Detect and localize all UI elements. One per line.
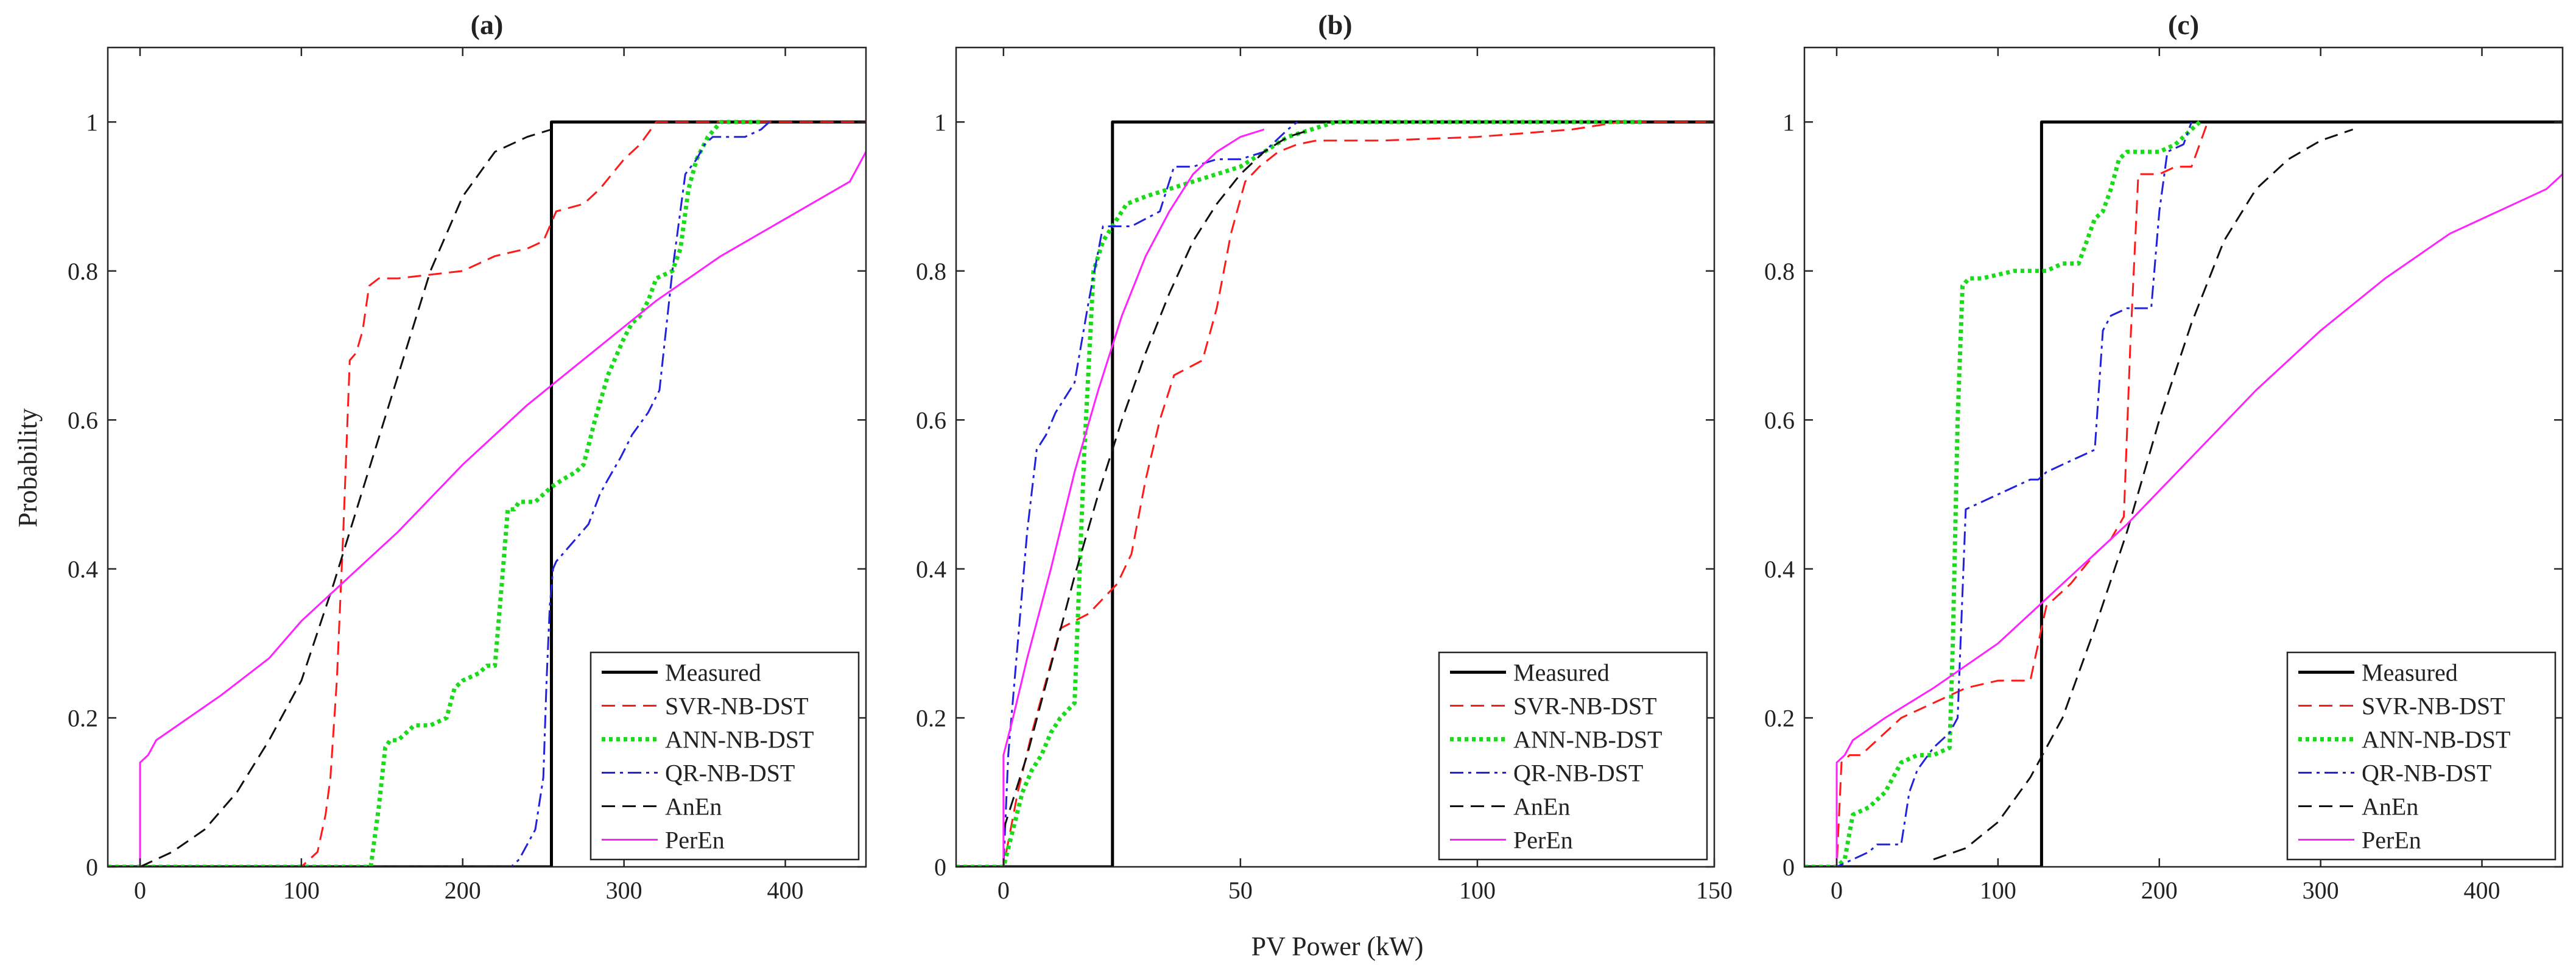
series-line-qr-nb-dst bbox=[956, 121, 1298, 867]
legend-entry-ann-nb-dst: ANN-NB-DST bbox=[665, 726, 814, 754]
legend-entry-anen: AnEn bbox=[665, 793, 722, 821]
x-tick-label: 100 bbox=[1459, 877, 1496, 904]
series-line-qr-nb-dst bbox=[108, 121, 770, 867]
panel-title: (c) bbox=[2168, 9, 2199, 40]
panel-title: (b) bbox=[1318, 9, 1352, 40]
y-tick-label: 0.6 bbox=[1764, 406, 1795, 434]
y-tick-label: 0.4 bbox=[916, 556, 946, 583]
legend-entry-peren: PerEn bbox=[2362, 827, 2421, 854]
x-tick-label: 150 bbox=[1696, 877, 1733, 904]
x-tick-label: 200 bbox=[2141, 877, 2178, 904]
series-group bbox=[1804, 120, 2563, 867]
series-line-anen bbox=[1933, 129, 2354, 861]
y-tick-label: 0.2 bbox=[68, 704, 98, 732]
legend-entry-anen: AnEn bbox=[1513, 793, 1570, 821]
series-line-anen bbox=[139, 129, 552, 867]
x-tick-label: 0 bbox=[1831, 877, 1843, 904]
x-tick-label: 300 bbox=[606, 877, 642, 904]
legend: Measured SVR-NB-DST ANN-NB-DST QR-NB-DST AnE… bbox=[1438, 651, 1708, 861]
x-tick-label: 400 bbox=[767, 877, 804, 904]
y-axis-label: Probability bbox=[13, 408, 43, 528]
y-tick-label: 0.2 bbox=[916, 704, 946, 732]
legend-entry-ann-nb-dst: ANN-NB-DST bbox=[2362, 726, 2510, 754]
series-line-svr-nb-dst bbox=[108, 121, 866, 867]
legend-box bbox=[589, 651, 860, 861]
y-tick-label: 1 bbox=[1782, 108, 1795, 136]
legend: Measured SVR-NB-DST ANN-NB-DST QR-NB-DST AnE… bbox=[589, 651, 860, 861]
series-line-svr-nb-dst bbox=[1804, 121, 2209, 867]
x-axis-label: PV Power (kW) bbox=[1251, 931, 1424, 961]
y-tick-label: 0.4 bbox=[1764, 556, 1795, 583]
legend-entry-peren: PerEn bbox=[1513, 827, 1573, 854]
y-tick-label: 1 bbox=[86, 108, 98, 136]
series-line-anen bbox=[1002, 129, 1312, 830]
x-tick-label: 200 bbox=[445, 877, 481, 904]
x-tick-label: 100 bbox=[1980, 877, 2016, 904]
legend-entry-qr-nb-dst: QR-NB-DST bbox=[665, 760, 795, 787]
y-tick-label: 0 bbox=[86, 853, 98, 881]
axes-frame bbox=[107, 46, 867, 868]
y-tick-label: 0.8 bbox=[68, 258, 98, 285]
y-tick-label: 0.2 bbox=[1764, 704, 1795, 732]
chart-panel-2: 0 50 100 150 0 0.2 0.4 0.6 0.8 1 (b) Measured SVR-NB… bbox=[916, 9, 1733, 904]
legend-entry-measured: Measured bbox=[1513, 659, 1610, 687]
series-line-peren bbox=[139, 151, 866, 867]
x-tick-label: 300 bbox=[2303, 877, 2339, 904]
series-line-ann-nb-dst bbox=[956, 119, 1644, 867]
legend-box bbox=[2286, 651, 2557, 861]
axes-frame bbox=[955, 46, 1716, 868]
x-tick-label: 0 bbox=[998, 877, 1010, 904]
y-tick-label: 0.6 bbox=[68, 406, 98, 434]
x-tick-label: 400 bbox=[2464, 877, 2500, 904]
x-tick-label: 100 bbox=[283, 877, 320, 904]
series-group bbox=[956, 119, 1714, 867]
legend-box bbox=[1438, 651, 1708, 861]
series-line-measured bbox=[1804, 120, 2563, 867]
y-tick-label: 0.6 bbox=[916, 406, 946, 434]
series-line-ann-nb-dst bbox=[108, 119, 761, 867]
series-line-qr-nb-dst bbox=[1804, 121, 2193, 867]
legend-entry-measured: Measured bbox=[2362, 659, 2458, 687]
legend-entry-svr-nb-dst: SVR-NB-DST bbox=[1513, 693, 1657, 720]
y-tick-label: 1 bbox=[934, 108, 946, 136]
legend-entry-svr-nb-dst: SVR-NB-DST bbox=[665, 693, 809, 720]
legend-entry-measured: Measured bbox=[665, 659, 761, 687]
y-tick-label: 0 bbox=[934, 853, 946, 881]
chart-panel-1: 0 100 200 300 400 0 0.2 0.4 0.6 0.8 1 (a) Measured SV… bbox=[68, 9, 867, 904]
series-line-ann-nb-dst bbox=[1804, 120, 2201, 867]
axes-frame bbox=[1803, 46, 2564, 868]
chart-panel-3: 0 100 200 300 400 0 0.2 0.4 0.6 0.8 1 (c) Measured SV… bbox=[1764, 9, 2564, 904]
y-tick-label: 0.8 bbox=[916, 258, 946, 285]
legend-entry-peren: PerEn bbox=[665, 827, 725, 854]
legend-entry-ann-nb-dst: ANN-NB-DST bbox=[1513, 726, 1662, 754]
legend-entry-qr-nb-dst: QR-NB-DST bbox=[1513, 760, 1643, 787]
legend-entry-qr-nb-dst: QR-NB-DST bbox=[2362, 760, 2491, 787]
legend-entry-svr-nb-dst: SVR-NB-DST bbox=[2362, 693, 2505, 720]
series-line-peren bbox=[1835, 173, 2563, 867]
series-line-peren bbox=[1002, 129, 1265, 867]
y-tick-label: 0.8 bbox=[1764, 258, 1795, 285]
legend-entry-anen: AnEn bbox=[2362, 793, 2418, 821]
y-tick-label: 0 bbox=[1782, 853, 1795, 881]
x-tick-label: 0 bbox=[134, 877, 146, 904]
y-tick-label: 0.4 bbox=[68, 556, 98, 583]
legend: Measured SVR-NB-DST ANN-NB-DST QR-NB-DST AnE… bbox=[2286, 651, 2557, 861]
x-tick-label: 50 bbox=[1228, 877, 1253, 904]
series-group bbox=[108, 119, 866, 867]
panel-title: (a) bbox=[471, 9, 504, 40]
